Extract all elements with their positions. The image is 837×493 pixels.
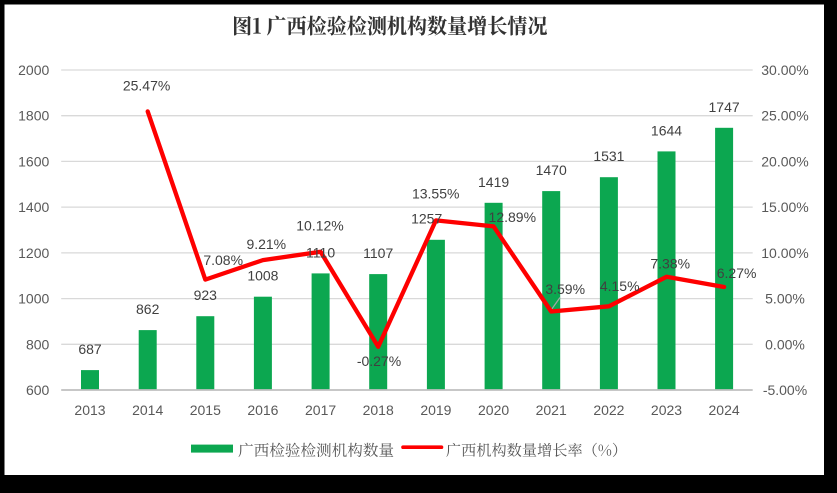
svg-text:25.47%: 25.47% (123, 77, 170, 93)
svg-text:7.08%: 7.08% (203, 252, 243, 268)
svg-text:1531: 1531 (593, 148, 624, 164)
svg-text:3.59%: 3.59% (545, 281, 585, 297)
svg-text:5.00%: 5.00% (765, 291, 805, 307)
svg-text:2000: 2000 (18, 62, 49, 78)
svg-text:7.38%: 7.38% (650, 255, 690, 271)
svg-text:13.55%: 13.55% (412, 185, 459, 201)
svg-text:1419: 1419 (478, 174, 509, 190)
svg-text:1008: 1008 (247, 268, 278, 284)
svg-text:1107: 1107 (363, 245, 393, 261)
svg-text:10.00%: 10.00% (761, 245, 808, 261)
svg-text:2024: 2024 (709, 402, 740, 418)
svg-text:1257: 1257 (411, 211, 442, 227)
svg-text:6.27%: 6.27% (717, 265, 757, 281)
svg-text:12.89%: 12.89% (489, 209, 536, 225)
svg-text:9.21%: 9.21% (246, 236, 286, 252)
svg-text:2017: 2017 (305, 402, 336, 418)
svg-text:2020: 2020 (478, 402, 509, 418)
svg-text:800: 800 (26, 336, 50, 352)
svg-text:923: 923 (194, 287, 218, 303)
svg-text:1800: 1800 (18, 108, 49, 124)
svg-text:-5.00%: -5.00% (763, 382, 807, 398)
svg-text:30.00%: 30.00% (761, 62, 808, 78)
svg-text:25.00%: 25.00% (761, 108, 808, 124)
svg-text:1600: 1600 (18, 153, 49, 169)
svg-text:15.00%: 15.00% (761, 199, 808, 215)
svg-text:1110: 1110 (306, 244, 335, 260)
svg-text:20.00%: 20.00% (761, 153, 808, 169)
svg-text:-0.27%: -0.27% (357, 353, 401, 369)
svg-text:1200: 1200 (18, 245, 49, 261)
svg-text:600: 600 (26, 382, 50, 398)
svg-text:2022: 2022 (593, 402, 624, 418)
svg-text:1747: 1747 (709, 99, 740, 115)
svg-text:2023: 2023 (651, 402, 682, 418)
svg-text:2021: 2021 (536, 402, 567, 418)
svg-text:2013: 2013 (74, 402, 105, 418)
svg-text:862: 862 (136, 301, 160, 317)
svg-text:2019: 2019 (420, 402, 451, 418)
svg-text:1400: 1400 (18, 199, 49, 215)
svg-text:1470: 1470 (536, 162, 567, 178)
svg-text:10.12%: 10.12% (296, 218, 343, 234)
svg-text:1644: 1644 (651, 122, 682, 138)
svg-text:0.00%: 0.00% (765, 336, 805, 352)
svg-text:1000: 1000 (18, 291, 49, 307)
svg-text:2018: 2018 (363, 402, 394, 418)
svg-text:2016: 2016 (247, 402, 278, 418)
svg-text:4.15%: 4.15% (600, 278, 640, 294)
svg-text:2015: 2015 (190, 402, 221, 418)
svg-text:2014: 2014 (132, 402, 163, 418)
svg-text:687: 687 (78, 341, 102, 357)
